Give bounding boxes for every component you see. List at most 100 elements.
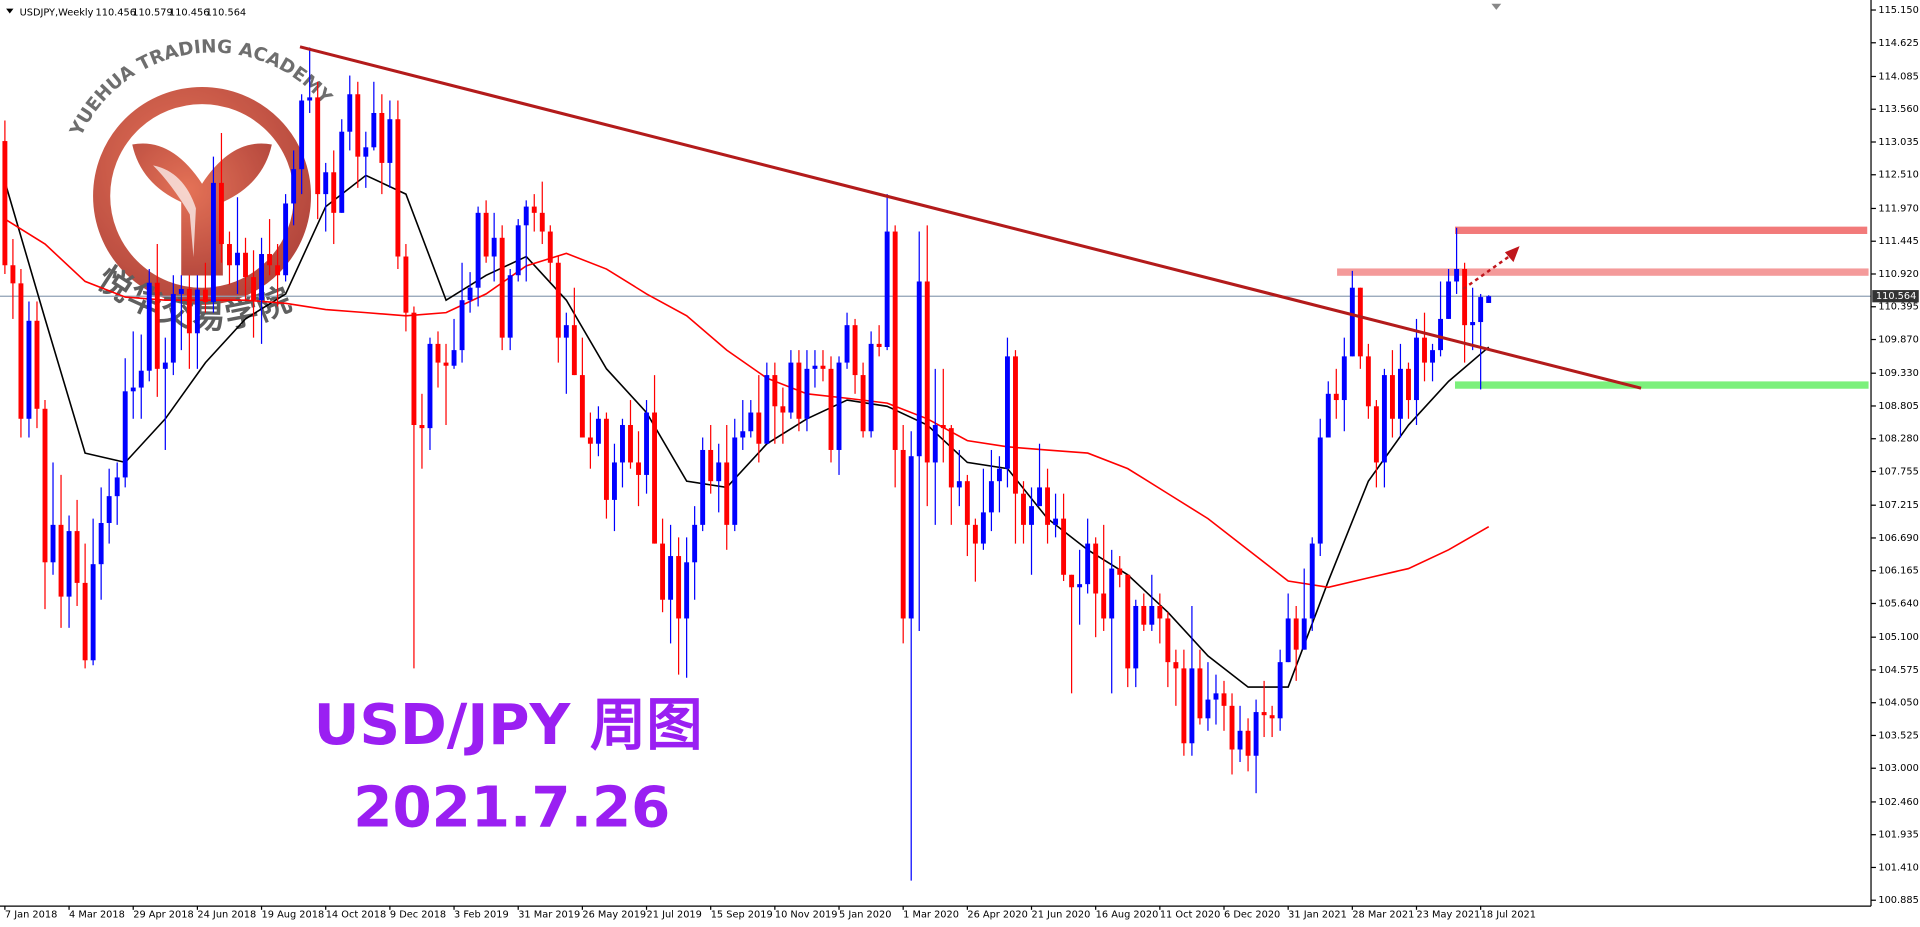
x-tick-label: 11 Oct 2020 [1160, 910, 1220, 921]
candle-body [932, 425, 938, 463]
candle-body [1261, 712, 1267, 716]
header-close: 110.564 [206, 7, 246, 18]
candle-body [1349, 287, 1355, 357]
candle-body [980, 512, 986, 544]
candle-body [419, 425, 425, 429]
candle-body [483, 212, 489, 257]
candle-body [379, 112, 385, 163]
x-tick-label: 6 Dec 2020 [1224, 910, 1280, 921]
candle-body [595, 418, 601, 444]
candle-body [1293, 618, 1299, 650]
x-tick-label: 19 Aug 2018 [262, 910, 325, 921]
x-tick-label: 1 Mar 2020 [903, 910, 959, 921]
candle-body [42, 408, 48, 563]
candle-body [700, 449, 706, 525]
candle-body [1077, 584, 1083, 588]
candle-body [451, 350, 457, 366]
candle-body [1109, 568, 1115, 619]
candle-body [1333, 393, 1339, 401]
level-zone [1454, 381, 1869, 389]
y-tick-label: 111.970 [1878, 203, 1918, 214]
y-tick-label: 101.410 [1878, 862, 1918, 873]
candle-body [940, 425, 946, 429]
candle-body [347, 94, 353, 132]
candle-body [579, 375, 585, 438]
candle-body [307, 97, 313, 101]
candle-body [587, 437, 593, 444]
candle-body [387, 119, 393, 163]
candle-body [371, 112, 377, 148]
candle-body [299, 100, 305, 170]
candle-body [964, 481, 970, 525]
candle-body [50, 524, 56, 563]
candle-body [122, 391, 128, 478]
x-tick-label: 15 Sep 2019 [711, 910, 773, 921]
candle-body [219, 182, 224, 245]
candle-body [1213, 693, 1219, 700]
candle-body [972, 524, 978, 544]
x-tick-label: 26 Apr 2020 [967, 910, 1027, 921]
candle-body [1381, 375, 1387, 463]
candle-body [860, 375, 866, 432]
candle-body [948, 428, 954, 488]
candle-body [804, 368, 810, 419]
candle-body [1013, 356, 1018, 494]
y-tick-label: 108.805 [1878, 401, 1918, 412]
candle-body [427, 343, 433, 429]
candle-body [395, 119, 401, 257]
candle-body [531, 206, 537, 213]
y-tick-label: 104.050 [1878, 698, 1918, 709]
x-tick-label: 28 Mar 2021 [1352, 910, 1414, 921]
candle-body [275, 265, 281, 276]
candle-body [1309, 543, 1315, 619]
candle-body [660, 543, 666, 600]
candle-body [138, 370, 144, 388]
candle-body [539, 212, 545, 232]
candle-body [620, 425, 625, 463]
candle-body [467, 287, 473, 301]
candle-body [1430, 350, 1435, 363]
x-tick-label: 21 Jun 2020 [1032, 910, 1091, 921]
candle-body [900, 449, 906, 619]
x-tick-label: 29 Apr 2018 [133, 910, 193, 921]
candle-body [1373, 406, 1379, 463]
y-tick-label: 109.870 [1878, 335, 1918, 346]
candle-body [1101, 593, 1107, 619]
y-tick-label: 103.000 [1878, 763, 1918, 774]
candle-body [1197, 668, 1203, 719]
candle-body [1069, 574, 1075, 588]
candle-body [403, 256, 409, 313]
candle-body [259, 254, 264, 301]
candle-body [1229, 705, 1235, 750]
candle-body [515, 225, 521, 276]
candle-body [892, 231, 898, 450]
candle-body [996, 468, 1002, 482]
y-tick-label: 107.755 [1878, 467, 1918, 478]
candle-body [1478, 297, 1484, 323]
candle-body [323, 172, 329, 195]
candle-body [988, 481, 994, 513]
candle-body [491, 237, 497, 257]
candle-body [868, 343, 874, 432]
level-zone [1337, 268, 1869, 276]
x-tick-label: 10 Nov 2019 [775, 910, 838, 921]
candle-body [130, 387, 136, 392]
candle-body [1037, 487, 1042, 507]
candle-body [315, 97, 321, 195]
header-open: 110.456 [96, 7, 136, 18]
candle-body [1189, 668, 1195, 744]
candle-body [363, 147, 369, 157]
header-icon [6, 8, 14, 14]
x-tick-label: 7 Jan 2018 [5, 910, 57, 921]
y-tick-label: 105.640 [1878, 598, 1918, 609]
candle-body [90, 564, 96, 661]
y-tick-label: 112.510 [1878, 170, 1918, 181]
candle-body [1438, 318, 1443, 351]
moving-average [4, 218, 1490, 589]
symbol-label: USDJPY,Weekly [20, 7, 94, 18]
candle-body [1365, 356, 1371, 407]
x-tick-label: 9 Dec 2018 [390, 910, 446, 921]
y-tick-label: 100.885 [1878, 895, 1918, 906]
candle-body [820, 365, 826, 369]
